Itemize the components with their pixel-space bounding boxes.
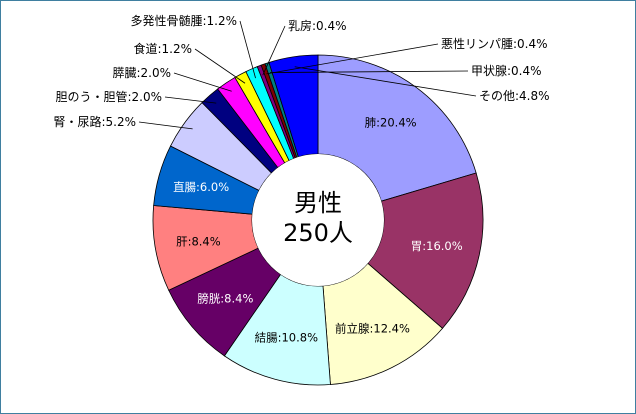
slice-label-13: 悪性リンパ腫:0.4%: [441, 37, 548, 51]
slice-label-11: 多発性骨髄腫:1.2%: [130, 13, 237, 28]
slice-label-15: その他:4.8%: [479, 89, 550, 103]
slice-label-8: 胆のう・胆管:2.0%: [55, 89, 162, 104]
slice-label-12: 乳房:0.4%: [288, 18, 347, 33]
leader-line-9: [173, 72, 232, 92]
center-label-line-2: 250人: [283, 219, 353, 247]
slice-label-6: 直腸:6.0%: [173, 180, 229, 194]
slice-label-2: 前立腺:12.4%: [335, 322, 410, 336]
slice-label-5: 肝:8.4%: [176, 234, 221, 248]
slice-label-1: 胃:16.0%: [411, 239, 463, 253]
slice-label-10: 食道:1.2%: [133, 41, 192, 56]
slice-label-7: 腎・尿路:5.2%: [53, 114, 136, 129]
slice-label-3: 結腸:10.8%: [255, 330, 318, 344]
center-label-line-1: 男性: [294, 189, 342, 217]
leader-line-12: [262, 25, 286, 76]
slice-label-14: 甲状腺:0.4%: [471, 64, 542, 78]
leader-line-7: [138, 121, 193, 130]
leader-line-13: [266, 43, 439, 75]
slice-label-0: 肺:20.4%: [365, 116, 417, 130]
leader-line-15: [294, 66, 477, 97]
leader-line-8: [164, 96, 217, 104]
leader-line-11: [239, 20, 256, 79]
slice-label-4: 膀胱:8.4%: [197, 292, 253, 306]
donut-hole: [252, 154, 384, 286]
leader-line-14: [270, 70, 469, 73]
slice-label-9: 膵臓:2.0%: [112, 66, 171, 80]
leader-line-10: [194, 48, 246, 84]
